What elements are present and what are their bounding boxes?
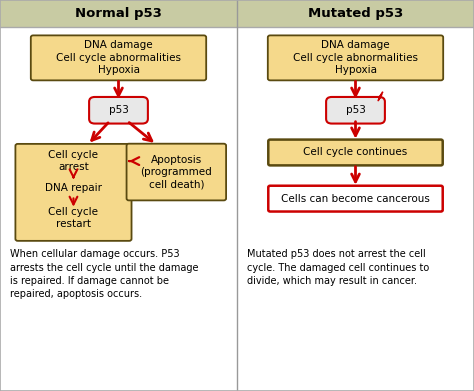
- FancyBboxPatch shape: [127, 143, 226, 200]
- Text: Cell cycle
arrest: Cell cycle arrest: [48, 150, 99, 172]
- FancyBboxPatch shape: [15, 144, 132, 241]
- Text: Cells can become cancerous: Cells can become cancerous: [281, 194, 430, 204]
- FancyBboxPatch shape: [268, 140, 443, 165]
- FancyBboxPatch shape: [31, 36, 206, 81]
- Text: Cell cycle
restart: Cell cycle restart: [48, 207, 99, 230]
- Text: p53: p53: [346, 105, 365, 115]
- FancyBboxPatch shape: [268, 36, 443, 81]
- Text: Cell cycle continues: Cell cycle continues: [303, 147, 408, 158]
- Text: p53: p53: [109, 105, 128, 115]
- Text: Mutated p53: Mutated p53: [308, 7, 403, 20]
- FancyBboxPatch shape: [89, 97, 148, 124]
- Text: DNA repair: DNA repair: [45, 183, 102, 194]
- Text: Apoptosis
(programmed
cell death): Apoptosis (programmed cell death): [140, 154, 212, 190]
- FancyBboxPatch shape: [268, 186, 443, 212]
- Text: DNA damage
Cell cycle abnormalities
Hypoxia: DNA damage Cell cycle abnormalities Hypo…: [56, 40, 181, 75]
- FancyBboxPatch shape: [326, 97, 385, 124]
- Bar: [0, 0, 474, 27]
- Text: When cellular damage occurs. P53
arrests the cell cycle until the damage
is repa: When cellular damage occurs. P53 arrests…: [10, 249, 199, 299]
- Text: Mutated p53 does not arrest the cell
cycle. The damaged cell continues to
divide: Mutated p53 does not arrest the cell cyc…: [247, 249, 429, 286]
- Text: Normal p53: Normal p53: [75, 7, 162, 20]
- Text: DNA damage
Cell cycle abnormalities
Hypoxia: DNA damage Cell cycle abnormalities Hypo…: [293, 40, 418, 75]
